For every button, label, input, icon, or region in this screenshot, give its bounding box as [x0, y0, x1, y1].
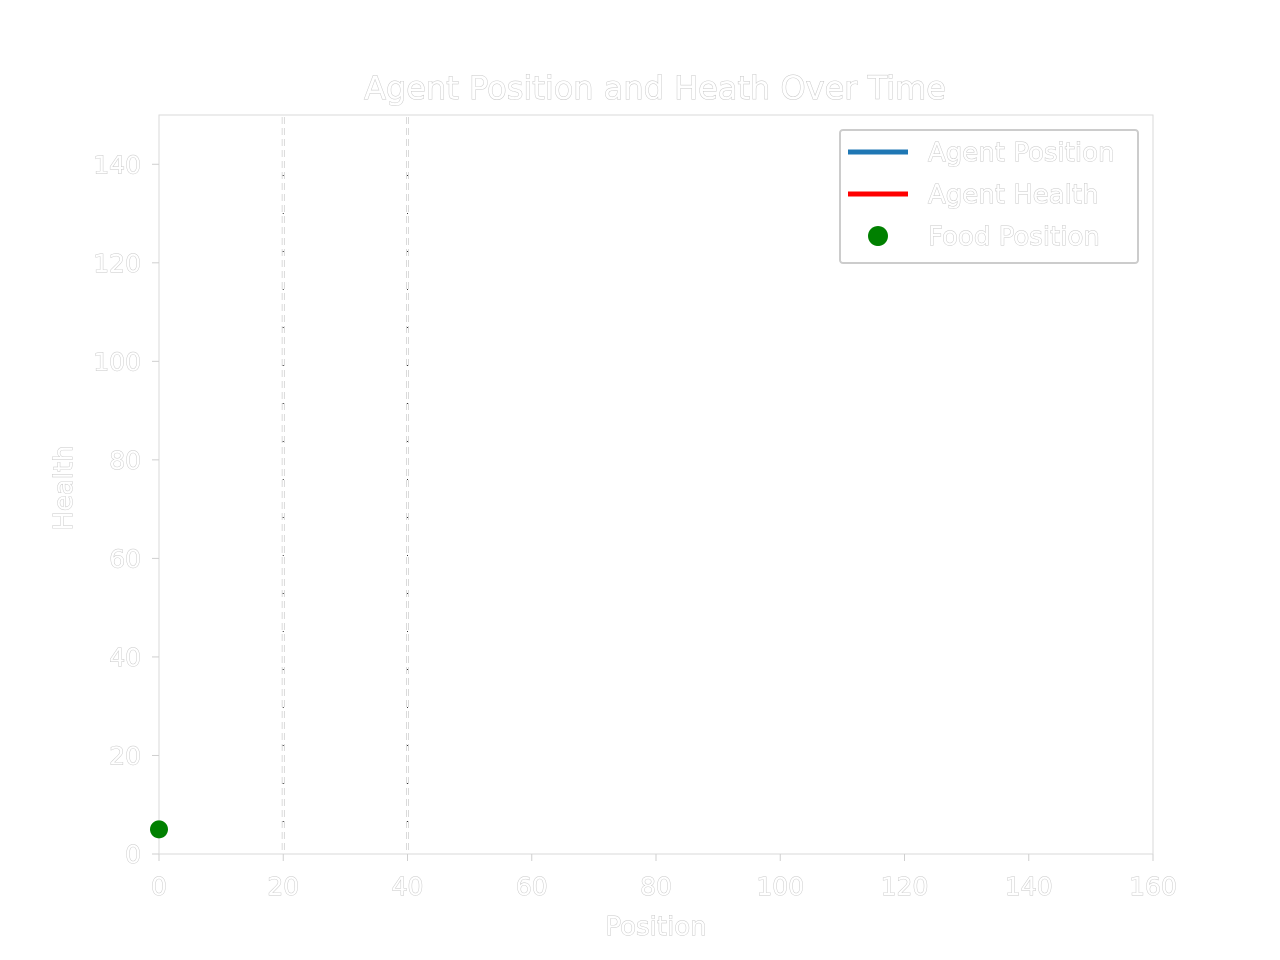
x-tick-label: 140 — [1005, 872, 1053, 901]
legend-marker-food-position — [868, 226, 888, 246]
food-position-point — [150, 820, 168, 839]
y-tick-label: 80 — [109, 446, 141, 475]
y-tick-label: 40 — [109, 643, 141, 672]
y-axis-ticks: 0 20 40 60 80 100 120 140 — [93, 150, 159, 869]
x-axis-ticks: 0 20 40 60 80 100 120 140 160 — [151, 854, 1177, 901]
legend: Agent Position Agent Health Food Position — [839, 129, 1139, 264]
y-axis-label: Health — [49, 445, 79, 530]
y-tick-label: 120 — [93, 249, 141, 278]
x-tick-label: 40 — [392, 872, 424, 901]
y-tick-label: 140 — [93, 150, 141, 179]
x-tick-label: 20 — [267, 872, 299, 901]
x-tick-label: 60 — [516, 872, 548, 901]
legend-label-food-position: Food Position — [928, 222, 1100, 252]
x-axis-label: Position — [605, 912, 706, 942]
y-tick-label: 60 — [109, 544, 141, 573]
x-tick-label: 120 — [881, 872, 929, 901]
legend-label-agent-health: Agent Health — [928, 180, 1099, 210]
legend-label-agent-position: Agent Position — [928, 138, 1114, 168]
y-tick-label: 0 — [125, 840, 141, 869]
x-tick-label: 0 — [151, 872, 167, 901]
x-tick-label: 80 — [640, 872, 672, 901]
data-marks — [150, 820, 168, 839]
x-tick-label: 160 — [1129, 872, 1177, 901]
x-tick-label: 100 — [756, 872, 804, 901]
legend-box — [839, 129, 1139, 264]
vertical-lines — [281, 117, 409, 852]
chart-title: Agent Position and Heath Over Time — [364, 69, 946, 107]
y-tick-label: 20 — [109, 741, 141, 770]
y-tick-label: 100 — [93, 347, 141, 376]
